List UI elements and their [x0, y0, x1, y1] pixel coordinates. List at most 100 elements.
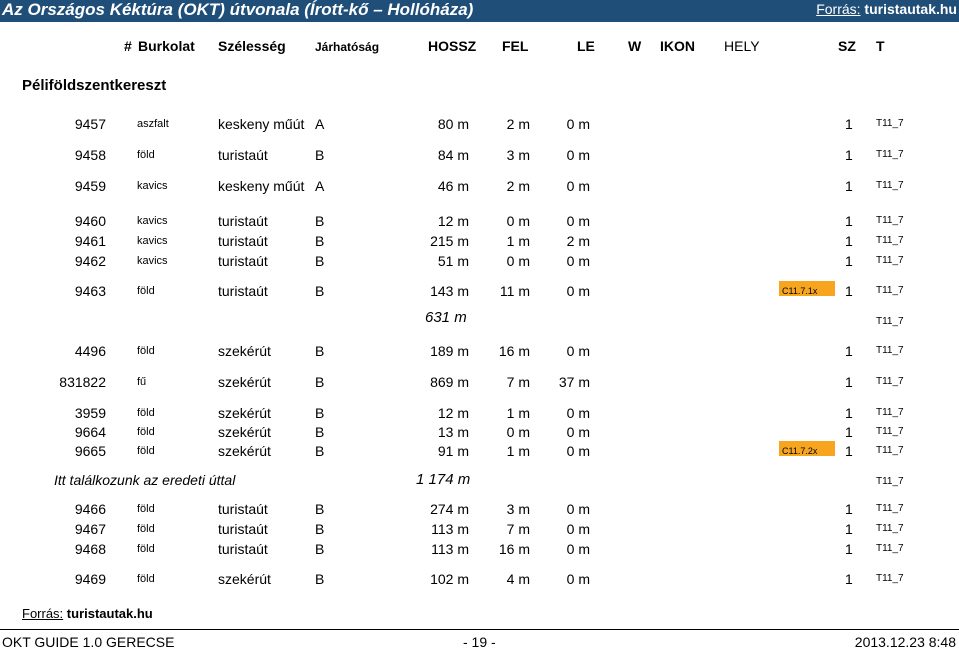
t-value: T11_7 [876, 235, 904, 246]
section-title: Péliföldszentkereszt [22, 77, 167, 94]
sz-value: 1 [845, 343, 853, 359]
t-value: T11_7 [876, 523, 904, 534]
surface-type: fű [137, 376, 147, 388]
header-place: HELY [724, 38, 760, 54]
t-value: T11_7 [876, 180, 904, 191]
passability: B [315, 571, 325, 587]
descent: 0 m [566, 501, 590, 517]
ascent: 0 m [506, 253, 530, 269]
sz-value: 1 [845, 283, 853, 299]
passability: B [315, 541, 325, 557]
segment-id: 3959 [74, 405, 106, 421]
descent: 0 m [566, 147, 590, 163]
table-row: 9468 föld turistaút B 113 m 16 m 0 m 1 T11_7 [0, 539, 959, 559]
passability: B [315, 374, 325, 390]
surface-type: aszfalt [137, 118, 169, 130]
source-bottom-label[interactable]: Forrás: [22, 606, 64, 621]
path-width: turistaút [218, 233, 268, 249]
source-top-value: turistautak.hu [864, 1, 957, 17]
sz-value: 1 [845, 178, 853, 194]
sz-value: 1 [845, 374, 853, 390]
table-row: 9467 föld turistaút B 113 m 7 m 0 m 1 T11_7 [0, 519, 959, 539]
descent: 0 m [566, 443, 590, 459]
descent: 0 m [566, 424, 590, 440]
passability: B [315, 424, 325, 440]
segment-id: 831822 [59, 374, 106, 390]
segment-id: 9458 [74, 147, 106, 163]
source-top-label[interactable]: Forrás: [816, 1, 861, 17]
segment-id: 9664 [74, 424, 106, 440]
title-bar: Az Országos Kéktúra (OKT) útvonala (Írot… [0, 0, 959, 22]
path-width: turistaút [218, 253, 268, 269]
length: 84 m [437, 147, 469, 163]
surface-type: kavics [137, 235, 168, 247]
surface-type: föld [137, 503, 155, 515]
subtotal-1: 631 m [425, 309, 467, 326]
header-down: LE [577, 38, 595, 54]
ascent: 0 m [506, 424, 530, 440]
ascent: 3 m [506, 147, 530, 163]
descent: 0 m [566, 343, 590, 359]
t-value: T11_7 [876, 503, 904, 514]
passability: B [315, 253, 325, 269]
descent: 37 m [558, 374, 590, 390]
path-width: keskeny műút [218, 178, 305, 194]
length: 113 m [431, 521, 469, 537]
descent: 2 m [566, 233, 590, 249]
t-value: T11_7 [876, 407, 904, 418]
surface-type: föld [137, 543, 155, 555]
ascent: 1 m [506, 443, 530, 459]
path-width: szekérút [218, 443, 271, 459]
surface-type: kavics [137, 255, 168, 267]
path-width: szekérút [218, 424, 271, 440]
header-length: HOSSZ [428, 38, 477, 54]
sz-value: 1 [845, 501, 853, 517]
ascent: 7 m [506, 374, 530, 390]
source-bottom-value: turistautak.hu [66, 606, 153, 621]
table-row: 9459 kavics keskeny műút A 46 m 2 m 0 m 1 T11_7 [0, 176, 959, 196]
header-width: Szélesség [218, 38, 286, 54]
sz-value: 1 [845, 521, 853, 537]
length: 102 m [430, 571, 469, 587]
passability: B [315, 521, 325, 537]
header-surface: Burkolat [138, 38, 195, 54]
descent: 0 m [566, 213, 590, 229]
length: 869 m [430, 374, 469, 390]
ascent: 11 m [499, 283, 530, 299]
sz-value: 1 [845, 233, 853, 249]
segment-id: 9467 [74, 521, 106, 537]
table-row: 9665 föld szekérút B 91 m 1 m 0 m 1 T11_7 C11.7.2… [0, 441, 959, 461]
footer-date: 2013.12.23 8:48 [854, 634, 956, 650]
sz-value: 1 [845, 443, 853, 459]
table-row: 9457 aszfalt keskeny műút A 80 m 2 m 0 m 1 T11_7 [0, 114, 959, 134]
descent: 0 m [566, 405, 590, 421]
t-value: T11_7 [876, 285, 904, 296]
table-row: 831822 fű szekérút B 869 m 7 m 37 m 1 T11_7 [0, 372, 959, 392]
path-width: keskeny műút [218, 116, 305, 132]
passability: B [315, 233, 325, 249]
passability: B [315, 283, 325, 299]
ascent: 4 m [506, 571, 530, 587]
length: 12 m [437, 405, 469, 421]
table-row: 9461 kavics turistaút B 215 m 1 m 2 m 1 T11_7 [0, 231, 959, 251]
path-width: turistaút [218, 501, 268, 517]
t-value: T11_7 [876, 543, 904, 554]
sz-value: 1 [845, 424, 853, 440]
length: 51 m [437, 253, 469, 269]
segment-id: 9665 [74, 443, 106, 459]
descent: 0 m [566, 116, 590, 132]
surface-type: föld [137, 407, 155, 419]
surface-type: föld [137, 285, 155, 297]
table-row: 9466 föld turistaút B 274 m 3 m 0 m 1 T11_7 [0, 499, 959, 519]
ascent: 2 m [506, 178, 530, 194]
surface-type: kavics [137, 215, 168, 227]
surface-type: föld [137, 426, 155, 438]
passability: B [315, 213, 325, 229]
waypoint-tag: C11.7.2x [779, 441, 835, 456]
sz-value: 1 [845, 571, 853, 587]
descent: 0 m [566, 541, 590, 557]
table-row: 9664 föld szekérút B 13 m 0 m 0 m 1 T11_7 [0, 422, 959, 442]
subtotal-1-t: T11_7 [876, 316, 904, 327]
ascent: 16 m [498, 343, 530, 359]
passability: A [315, 178, 325, 194]
